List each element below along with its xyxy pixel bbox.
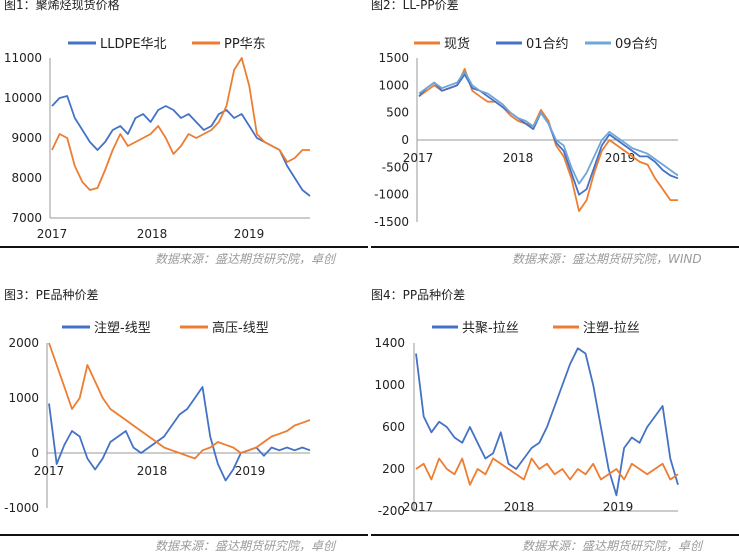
chart2-x-tick-label: 2017 xyxy=(403,151,434,165)
chart1-x-tick-label: 2017 xyxy=(37,227,68,241)
chart1-y-tick-label: 10000 xyxy=(4,91,42,105)
chart4-x-tick-label: 2019 xyxy=(603,500,634,514)
chart3-y-tick-label: 2000 xyxy=(8,336,39,350)
chart2-title: 图2：LL-PP价差 xyxy=(371,0,459,12)
chart1-y-tick-label: 8000 xyxy=(11,171,42,185)
chart3-x-tick-label: 2019 xyxy=(235,464,266,478)
chart4-title: 图4：PP品种价差 xyxy=(371,288,466,302)
chart4-source: 数据来源：盛达期货研究院，卓创 xyxy=(522,539,703,553)
chart4-y-tick-label: 1400 xyxy=(374,336,405,350)
chart4-x-tick-label: 2017 xyxy=(403,500,434,514)
chart2-legend-label-3: 09合约 xyxy=(615,37,658,52)
chart4-legend-label-2: 注塑-拉丝 xyxy=(583,321,640,336)
chart3-title: 图3：PE品种价差 xyxy=(4,288,99,302)
chart1-series-line-2 xyxy=(51,57,310,191)
chart2-source: 数据来源：盛达期货研究院，WIND xyxy=(512,252,702,266)
chart4-y-tick-label: 1000 xyxy=(374,378,405,392)
chart2-x-tick-label: 2019 xyxy=(605,151,636,165)
chart4-series-line-2 xyxy=(415,457,679,486)
chart1-x-tick-label: 2019 xyxy=(234,227,265,241)
chart1-y-tick-label: 7000 xyxy=(11,211,42,225)
chart2-legend-label-2: 01合约 xyxy=(526,37,569,52)
chart2-y-tick-label: -1500 xyxy=(374,215,409,229)
chart3-y-tick-label: -1000 xyxy=(4,501,39,515)
chart2-y-tick-label: 0 xyxy=(401,133,409,147)
chart1-x-tick-label: 2018 xyxy=(137,227,168,241)
chart3-bottom-rule xyxy=(0,534,368,536)
chart1-source: 数据来源：盛达期货研究院，卓创 xyxy=(155,252,336,266)
chart4-y-tick-label: -200 xyxy=(378,504,405,518)
chart4-y-tick-label: 200 xyxy=(382,462,405,476)
chart4-y-tick-label: 600 xyxy=(382,420,405,434)
chart2-series-line-2 xyxy=(418,73,679,196)
chart4-legend-label-1: 共聚-拉丝 xyxy=(462,321,519,336)
chart1-legend-label-2: PP华东 xyxy=(224,37,266,52)
chart2-y-tick-label: 1000 xyxy=(378,78,409,92)
chart2-y-tick-label: 500 xyxy=(386,106,409,120)
chart1-y-tick-label: 11000 xyxy=(4,51,42,65)
chart1-y-tick-label: 9000 xyxy=(11,131,42,145)
chart2-y-tick-label: -500 xyxy=(382,160,409,174)
chart2-series-line-3 xyxy=(418,70,679,185)
chart1-title: 图1：聚烯烃现货价格 xyxy=(4,0,120,12)
chart2-y-tick-label: -1000 xyxy=(374,188,409,202)
chart2-x-tick-label: 2018 xyxy=(503,151,534,165)
chart3-y-tick-label: 0 xyxy=(31,446,39,460)
chart2-legend-label-1: 现货 xyxy=(444,36,470,52)
chart2-y-tick-label: 1500 xyxy=(378,51,409,65)
chart3-legend-label-1: 注塑-线型 xyxy=(94,321,151,336)
chart3-series-line-1 xyxy=(48,386,311,482)
chart3-y-tick-label: 1000 xyxy=(8,391,39,405)
chart3-legend-label-2: 高压-线型 xyxy=(212,320,269,336)
chart2-bottom-rule xyxy=(371,246,739,248)
chart1-legend-label-1: LLDPE华北 xyxy=(100,37,167,52)
chart3-source: 数据来源：盛达期货研究院，卓创 xyxy=(155,539,336,553)
chart3-x-tick-label: 2018 xyxy=(137,464,168,478)
chart3-x-tick-label: 2017 xyxy=(34,464,65,478)
chart3-series-line-2 xyxy=(48,342,311,460)
chart4-series-line-1 xyxy=(415,347,679,497)
chart1-bottom-rule xyxy=(0,246,368,248)
chart4-bottom-rule xyxy=(371,534,739,536)
chart4-x-tick-label: 2018 xyxy=(504,500,535,514)
